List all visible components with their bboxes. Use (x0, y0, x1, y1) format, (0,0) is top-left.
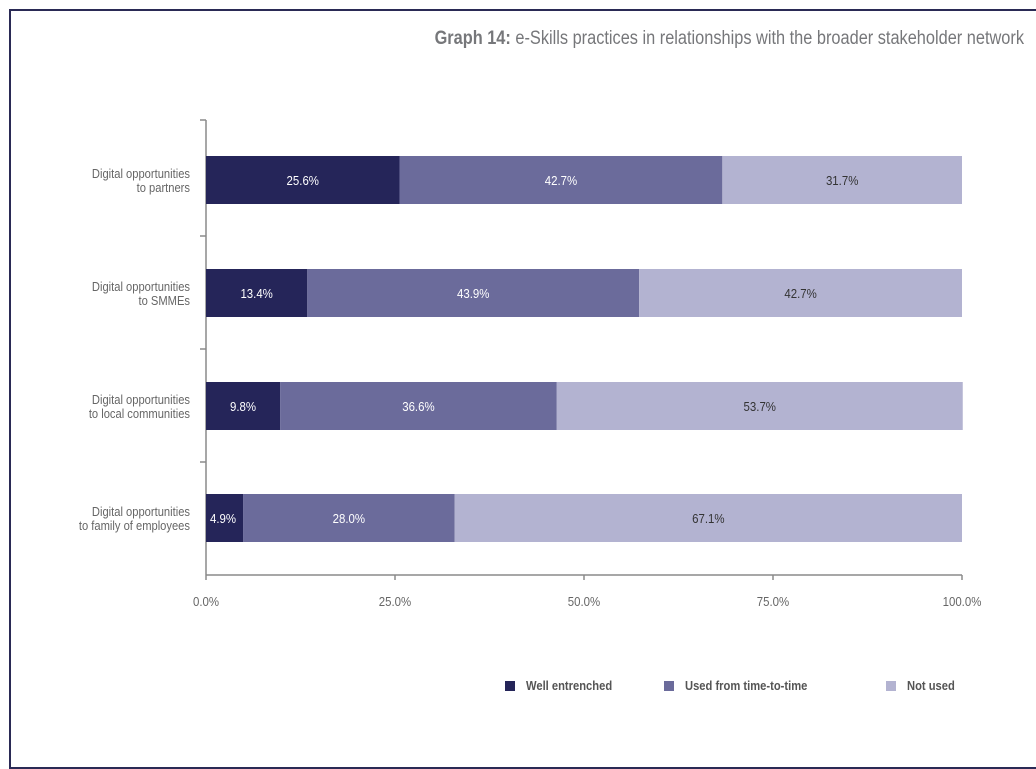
data-label-0-2: 31.7% (826, 173, 859, 188)
stacked-bar-chart: 0.0% 25.0% 50.0% 75.0% 100.0% Digital opportu… (0, 0, 1036, 740)
category-label-3-line-1: to family of employees (79, 518, 190, 533)
x-tick-label-4: 100.0% (943, 594, 982, 609)
legend-swatch-well-entrenched (505, 681, 515, 691)
data-label-1-1: 43.9% (457, 286, 490, 301)
x-tick-label-3: 75.0% (757, 594, 790, 609)
x-tick-label-0: 0.0% (193, 594, 219, 609)
data-label-1-0: 13.4% (240, 286, 273, 301)
data-label-1-2: 42.7% (784, 286, 817, 301)
category-label-1-line-0: Digital opportunities (92, 279, 190, 294)
data-label-2-1: 36.6% (402, 399, 435, 414)
legend-item-not-used: Not used (886, 678, 963, 693)
data-label-2-2: 53.7% (744, 399, 777, 414)
legend-label-well-entrenched: Well entrenched (526, 678, 612, 693)
x-tick-label-1: 25.0% (379, 594, 412, 609)
legend-swatch-not-used (886, 681, 896, 691)
legend-swatch-used-from-time-to-time (664, 681, 674, 691)
category-label-3-line-0: Digital opportunities (92, 504, 190, 519)
data-label-3-1: 28.0% (333, 511, 366, 526)
data-label-3-0: 4.9% (210, 511, 236, 526)
data-label-2-0: 9.8% (230, 399, 256, 414)
data-label-0-0: 25.6% (287, 173, 320, 188)
legend-label-not-used: Not used (907, 678, 955, 693)
legend-item-well-entrenched: Well entrenched (505, 678, 626, 693)
x-tick-label-2: 50.0% (568, 594, 601, 609)
category-label-0-line-1: to partners (137, 180, 190, 195)
category-label-2-line-1: to local communities (89, 406, 190, 421)
data-label-3-2: 67.1% (692, 511, 725, 526)
legend-item-used-from-time-to-time: Used from time-to-time (664, 678, 827, 693)
category-label-2-line-0: Digital opportunities (92, 392, 190, 407)
chart-legend: Well entrenched Used from time-to-time N… (0, 678, 1036, 698)
data-label-0-1: 42.7% (545, 173, 578, 188)
legend-label-used-from-time-to-time: Used from time-to-time (685, 678, 807, 693)
category-label-0-line-0: Digital opportunities (92, 166, 190, 181)
category-label-1-line-1: to SMMEs (138, 293, 190, 308)
